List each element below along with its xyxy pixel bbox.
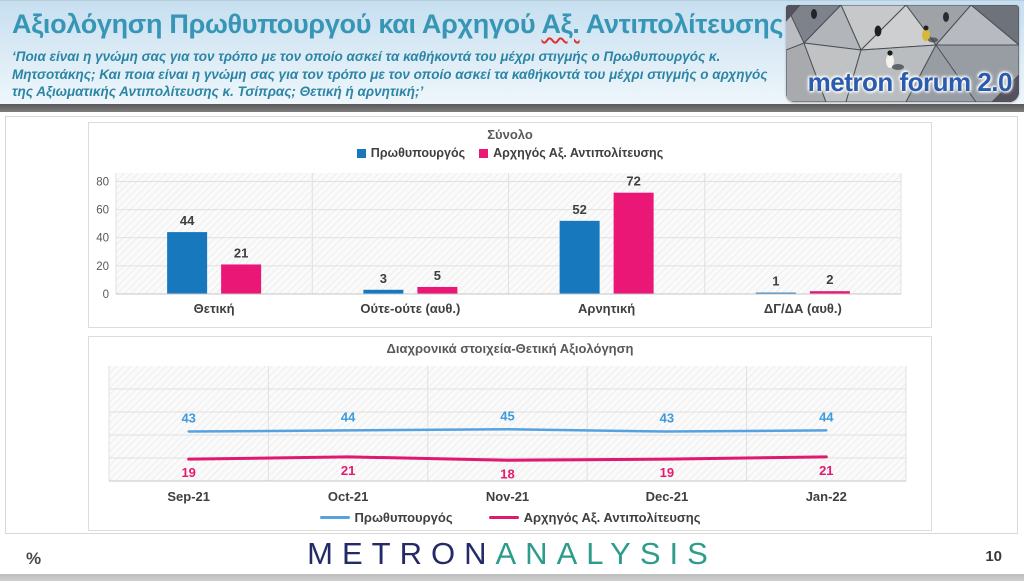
bar-value-label: 52 — [572, 202, 586, 217]
bar-chart-title: Σύνολο — [487, 127, 533, 142]
legend-item-pm: Πρωθυπουργός — [356, 146, 466, 160]
line-legend-label-pm: Πρωθυπουργός — [354, 510, 453, 525]
data-line — [187, 427, 828, 433]
bar — [809, 291, 850, 294]
legend-swatch-pm — [356, 148, 366, 158]
month-label: Jan-22 — [806, 489, 847, 504]
line-legend-swatch-opposition — [488, 516, 519, 519]
y-tick-label: 60 — [96, 205, 109, 217]
y-tick-label: 20 — [96, 261, 109, 273]
line-legend-label-opposition: Αρχηγός Αξ. Αντιπολίτευσης — [523, 510, 701, 525]
legend-swatch-opposition — [479, 148, 489, 158]
point-value-label: 21 — [341, 463, 355, 478]
point-value-label: 44 — [341, 409, 356, 424]
people-figures — [811, 9, 949, 70]
y-tick-label: 40 — [96, 233, 109, 245]
brand-logo: METRONANALYSIS — [0, 536, 1024, 572]
page-number: 10 — [985, 548, 1002, 565]
bar-chart-legend: Πρωθυπουργός Αρχηγός Αξ. Αντιπολίτευσης — [89, 146, 931, 160]
bar — [755, 292, 796, 294]
brand-analysis: ANALYSIS — [495, 536, 717, 571]
point-value-label: 45 — [500, 408, 514, 423]
y-tick-label: 0 — [103, 289, 109, 301]
line-chart-svg: 43 44 45 43 44 19 21 18 19 21 Sep-21 Oct-21 Nov-21 De… — [108, 366, 907, 504]
bar-value-label: 3 — [380, 271, 387, 286]
y-tick-label: 80 — [96, 176, 109, 188]
bar — [221, 264, 262, 294]
header: Αξιολόγηση Πρωθυπουργού και Αρχηγού Αξ. … — [0, 0, 1024, 104]
line-legend-item-opposition: Αρχηγός Αξ. Αντιπολίτευσης — [488, 510, 701, 525]
line-chart-legend: Πρωθυπουργός Αρχηγός Αξ. Αντιπολίτευσης — [89, 510, 931, 525]
triangle-mosaic-image — [786, 5, 1019, 102]
point-value-label: 21 — [819, 463, 833, 478]
bar — [559, 220, 600, 294]
bar-value-label: 72 — [626, 174, 640, 189]
data-line — [187, 455, 828, 462]
metron-forum-photo: metron forum 2.0 — [786, 5, 1019, 102]
point-value-label: 19 — [181, 465, 195, 480]
bar — [363, 289, 404, 294]
line-chart-title: Διαχρονικά στοιχεία-Θετική Αξιολόγηση — [386, 341, 634, 356]
bar-value-label: 1 — [772, 274, 779, 289]
legend-item-opposition: Αρχηγός Αξ. Αντιπολίτευσης — [479, 146, 663, 160]
category-label: Θετική — [194, 301, 235, 316]
category-label: ΔΓ/ΔΑ (αυθ.) — [764, 301, 842, 316]
point-value-label: 19 — [660, 465, 674, 480]
bar-value-label: 5 — [434, 268, 441, 283]
bar-value-label: 44 — [180, 213, 195, 228]
bar — [167, 232, 208, 294]
bottom-strip — [0, 574, 1024, 581]
bar — [613, 192, 654, 294]
brand-metron: METRON — [307, 536, 496, 571]
page-title: Αξιολόγηση Πρωθυπουργού και Αρχηγού Αξ. … — [12, 9, 783, 40]
legend-label-pm: Πρωθυπουργός — [370, 146, 466, 160]
category-label: Ούτε-ούτε (αυθ.) — [360, 301, 460, 316]
bar-chart-svg: 0 20 40 60 80 44 3 52 1 21 5 72 2 Θετική Ούτε-ούτε (αυ… — [96, 173, 902, 316]
title-text-1: Αξιολόγηση Πρωθυπουργού και Αρχηγού — [12, 9, 542, 39]
bar-value-label: 2 — [826, 272, 833, 287]
category-label: Αρνητική — [578, 301, 635, 316]
title-text-2: Αντιπολίτευσης — [579, 9, 784, 39]
point-value-label: 43 — [181, 411, 195, 426]
plot-background — [109, 366, 906, 481]
percent-label: % — [26, 549, 42, 568]
title-misspelled-word: Αξ. — [541, 9, 580, 39]
point-value-label: 44 — [819, 409, 834, 424]
line-legend-swatch-pm — [319, 516, 350, 519]
bar-chart-panel: 0 20 40 60 80 44 3 52 1 21 5 72 2 Θετική Ούτε-ούτε (αυ… — [88, 122, 932, 328]
page-subtitle: ‘Ποια είναι η γνώμη σας για τον τρόπο με… — [12, 49, 768, 99]
metron-forum-logo-text: metron forum 2.0 — [807, 67, 1013, 97]
month-label: Sep-21 — [167, 489, 210, 504]
point-value-label: 18 — [500, 466, 514, 481]
bar — [417, 286, 458, 294]
point-value-label: 43 — [660, 411, 674, 426]
line-chart-panel: 43 44 45 43 44 19 21 18 19 21 Sep-21 Oct-21 Nov-21 De… — [88, 336, 932, 531]
month-label: Oct-21 — [328, 489, 368, 504]
header-divider-bar — [0, 104, 1024, 112]
month-label: Nov-21 — [486, 489, 529, 504]
month-label: Dec-21 — [646, 489, 689, 504]
bar-value-label: 21 — [234, 245, 248, 260]
legend-label-opposition: Αρχηγός Αξ. Αντιπολίτευσης — [493, 146, 664, 160]
line-legend-item-pm: Πρωθυπουργός — [319, 510, 453, 525]
